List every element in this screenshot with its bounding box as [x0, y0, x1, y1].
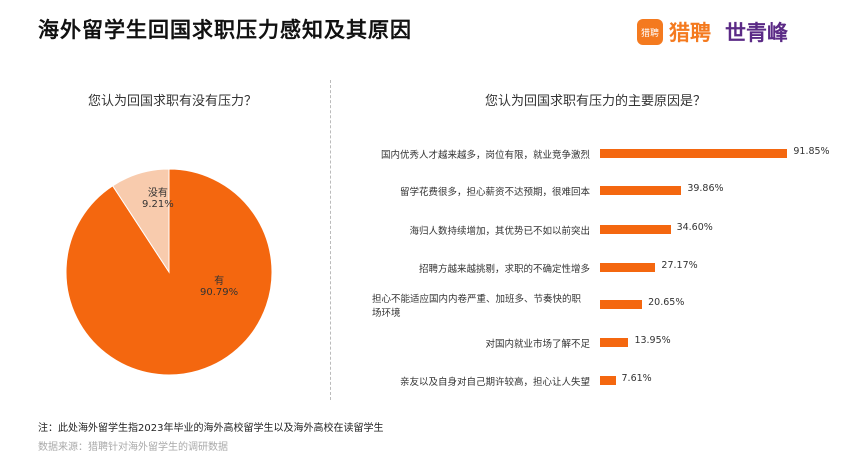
brand-shiqingfeng: 世青峰 [725, 21, 788, 45]
divider [330, 80, 331, 400]
bar-value-label: 7.61% [621, 373, 652, 384]
footnote: 注：此处海外留学生指2023年毕业的海外高校留学生以及海外高校在读留学生 [38, 423, 384, 434]
pie-slice-0 [65, 168, 273, 376]
bar-category-label: 亲友以及自身对自己期许较高，担心让人失望 [399, 377, 590, 388]
bar-value-label: 20.65% [648, 297, 685, 308]
slice-name: 没有 [147, 188, 168, 199]
pie-chart [65, 168, 273, 376]
data-source: 数据来源：猎聘针对海外留学生的调研数据 [38, 442, 228, 453]
bar-category-label: 海归人数持续增加，其优势已不如以前突出 [409, 226, 590, 237]
bar-category-label: 担心不能适应国内内卷严重、加班多、节奏快的职场环境 [372, 294, 582, 319]
bar-value-label: 91.85% [793, 146, 830, 157]
slice-label-no: 没有 9.21% [142, 184, 174, 210]
pie-slice-1 [111, 168, 170, 274]
bar [600, 225, 671, 234]
bar-category-label: 对国内就业市场了解不足 [485, 339, 590, 350]
bar [600, 376, 616, 385]
pie-title: 您认为回国求职有没有压力？ [88, 94, 258, 109]
slice-value: 90.79% [200, 287, 239, 298]
liepin-logo-icon: 猎聘 [637, 19, 663, 45]
bar [600, 300, 643, 309]
slice-name: 有 [214, 276, 225, 287]
bar-title: 您认为回国求职有压力的主要原因是？ [485, 94, 707, 109]
bar [600, 263, 656, 272]
slice-label-yes: 有 90.79% [200, 272, 238, 298]
bar [600, 149, 788, 158]
bar-value-label: 13.95% [634, 335, 671, 346]
bar-value-label: 34.60% [676, 222, 713, 233]
bar-value-label: 39.86% [687, 183, 724, 194]
bar-category-label: 留学花费很多，担心薪资不达预期，很难回本 [399, 187, 590, 198]
bar-value-label: 27.17% [661, 260, 698, 271]
slice-value: 9.21% [142, 199, 174, 210]
bar-category-label: 招聘方越来越挑剔，求职的不确定性增多 [418, 264, 590, 275]
logo: 猎聘 猎聘 世青峰 [637, 17, 788, 47]
brand-liepin: 猎聘 [669, 21, 711, 45]
bar [600, 186, 682, 195]
bar [600, 338, 629, 347]
page-title: 海外留学生回国求职压力感知及其原因 [38, 18, 412, 42]
bar-category-label: 国内优秀人才越来越多，岗位有限，就业竞争激烈 [380, 150, 590, 161]
